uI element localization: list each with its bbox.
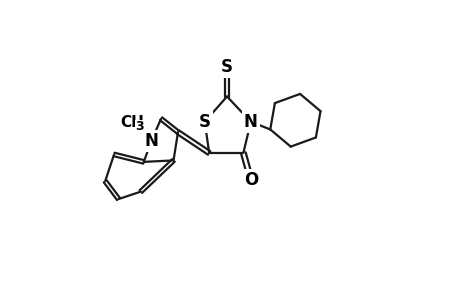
Text: N: N <box>243 113 257 131</box>
Text: S: S <box>198 113 210 131</box>
Text: S: S <box>220 58 233 76</box>
Text: CH: CH <box>120 115 144 130</box>
Text: O: O <box>243 171 257 189</box>
Text: 3: 3 <box>135 120 144 133</box>
Text: N: N <box>144 132 158 150</box>
